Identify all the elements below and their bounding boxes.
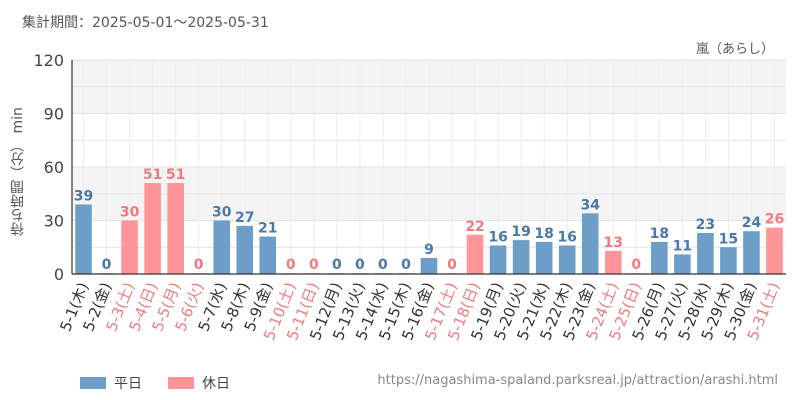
bar[interactable] bbox=[766, 227, 783, 274]
bar[interactable] bbox=[674, 254, 691, 274]
data-label: 51 bbox=[166, 167, 185, 183]
data-label: 30 bbox=[120, 205, 140, 221]
bar[interactable] bbox=[651, 241, 668, 274]
data-label: 26 bbox=[765, 212, 784, 228]
bar[interactable] bbox=[512, 240, 530, 274]
data-label: 9 bbox=[424, 242, 434, 258]
data-label: 19 bbox=[511, 224, 530, 240]
bar[interactable] bbox=[489, 245, 507, 274]
data-label: 34 bbox=[580, 197, 600, 213]
bar[interactable] bbox=[420, 257, 438, 274]
y-tick-labels: 0 30 60 90 120 bbox=[33, 51, 64, 284]
axes bbox=[71, 60, 786, 275]
data-label: 0 bbox=[332, 257, 342, 273]
data-label: 0 bbox=[355, 257, 365, 273]
y-tick-label: 30 bbox=[44, 212, 64, 231]
data-label: 23 bbox=[696, 217, 715, 233]
period-label: 集計期間：2025-05-01～2025-05-31 bbox=[22, 15, 269, 31]
y-tick-label: 60 bbox=[44, 158, 64, 177]
data-label: 16 bbox=[488, 229, 507, 245]
legend-item-weekday[interactable]: 平日 bbox=[80, 373, 142, 393]
data-label: 18 bbox=[650, 226, 669, 242]
data-label: 24 bbox=[742, 215, 762, 231]
data-label: 0 bbox=[401, 257, 411, 273]
attraction-name: 嵐（あらし） bbox=[695, 42, 774, 57]
bar[interactable] bbox=[581, 213, 599, 274]
data-label: 0 bbox=[378, 257, 388, 273]
data-label: 0 bbox=[194, 257, 204, 273]
bar[interactable] bbox=[558, 245, 576, 274]
y-tick-label: 120 bbox=[33, 51, 64, 70]
data-label: 0 bbox=[286, 257, 296, 273]
data-label: 27 bbox=[235, 210, 254, 226]
bar[interactable] bbox=[743, 231, 760, 274]
data-label: 18 bbox=[534, 226, 553, 242]
legend: 平日 休日 bbox=[80, 373, 230, 393]
data-label: 0 bbox=[309, 257, 319, 273]
data-label: 51 bbox=[143, 167, 162, 183]
bar[interactable] bbox=[466, 234, 484, 274]
data-label: 22 bbox=[465, 219, 484, 235]
data-label: 39 bbox=[74, 188, 93, 204]
bar[interactable] bbox=[236, 225, 254, 274]
legend-label-weekday: 平日 bbox=[114, 376, 142, 392]
x-tick-labels: 5-1(木)5-2(金)5-3(土)5-4(日)5-5(月)5-6(火)5-7(… bbox=[56, 280, 783, 343]
bar[interactable] bbox=[213, 220, 231, 275]
bar[interactable] bbox=[167, 183, 184, 274]
bar[interactable] bbox=[604, 250, 622, 274]
bar[interactable] bbox=[697, 232, 714, 274]
data-label: 30 bbox=[212, 205, 232, 221]
data-label: 0 bbox=[102, 257, 112, 273]
y-tick-label: 90 bbox=[44, 105, 64, 124]
data-label: 21 bbox=[258, 221, 277, 237]
bar[interactable] bbox=[259, 236, 277, 274]
bar[interactable] bbox=[121, 220, 138, 275]
legend-swatch-holiday bbox=[168, 377, 194, 389]
bar[interactable] bbox=[535, 241, 553, 274]
data-label: 11 bbox=[673, 238, 692, 254]
legend-swatch-weekday bbox=[80, 377, 106, 389]
y-tick-label: 0 bbox=[54, 265, 64, 284]
bars bbox=[75, 183, 783, 274]
bar[interactable] bbox=[720, 247, 737, 274]
bar[interactable] bbox=[75, 204, 92, 274]
legend-item-holiday[interactable]: 休日 bbox=[168, 373, 230, 393]
data-label: 13 bbox=[604, 235, 623, 251]
legend-label-holiday: 休日 bbox=[202, 376, 230, 392]
data-label: 0 bbox=[631, 257, 641, 273]
data-label: 0 bbox=[447, 257, 457, 273]
bar[interactable] bbox=[144, 183, 161, 274]
source-url[interactable]: https://nagashima-spaland.parksreal.jp/a… bbox=[377, 373, 778, 388]
data-label: 16 bbox=[557, 229, 576, 245]
data-label: 15 bbox=[719, 231, 738, 247]
